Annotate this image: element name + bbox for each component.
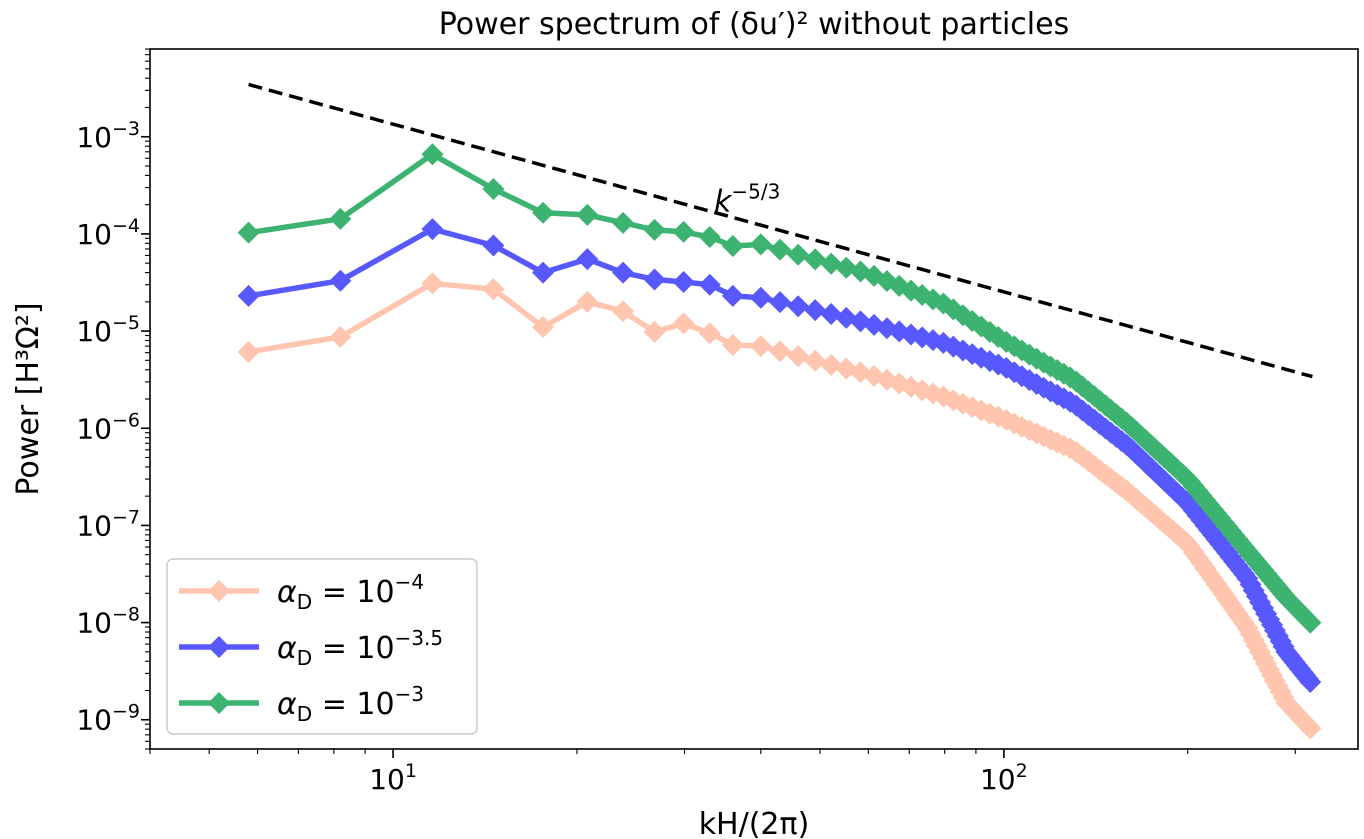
data-point: [820, 303, 843, 326]
legend-label: αD = 10−3.5: [277, 626, 443, 670]
series-2: [237, 143, 1322, 634]
legend-swatch-marker: [208, 692, 230, 714]
legend-swatch-marker: [208, 580, 230, 602]
data-point: [482, 177, 505, 200]
legend: αD = 10−4 αD = 10−3.5 αD = 10−3: [166, 558, 478, 735]
y-tick-label: 10−5: [76, 312, 140, 348]
data-point: [421, 218, 444, 241]
data-point: [576, 290, 599, 313]
data-point: [820, 252, 843, 275]
series-1: [237, 218, 1322, 693]
data-point: [329, 207, 352, 230]
data-point: [787, 295, 810, 318]
data-point: [532, 201, 555, 224]
data-point: [721, 235, 744, 258]
chart-title: Power spectrum of (δu′)² without particl…: [439, 7, 1069, 42]
data-point: [421, 272, 444, 295]
y-tick-label: 10−6: [76, 409, 140, 445]
data-point: [698, 322, 721, 345]
data-point: [768, 238, 791, 261]
data-point: [698, 225, 721, 248]
data-point: [576, 248, 599, 271]
data-point: [787, 345, 810, 368]
axis-ticks: 101 102 10−9 10−8 10−7 10−6 10−5 10−4 10−3: [76, 48, 1296, 796]
data-point: [612, 261, 635, 284]
data-point: [643, 268, 666, 291]
data-point: [672, 220, 695, 243]
series-0: [237, 272, 1322, 740]
data-point: [482, 234, 505, 257]
data-point: [672, 312, 695, 335]
data-point: [421, 143, 444, 166]
x-tick-label: 102: [980, 760, 1028, 796]
data-point: [787, 243, 810, 266]
legend-label: αD = 10−4: [277, 570, 424, 614]
data-point: [721, 333, 744, 356]
reference-slope-line: [248, 82, 1313, 379]
y-tick-label: 10−4: [76, 215, 140, 251]
legend-entry-0: [179, 580, 259, 602]
data-point: [768, 291, 791, 314]
legend-entry-2: [179, 692, 259, 714]
data-point: [532, 316, 555, 339]
legend-box: [166, 558, 478, 735]
x-tick-label: 101: [369, 760, 417, 796]
data-point: [804, 248, 827, 271]
data-point: [768, 340, 791, 363]
data-point: [749, 233, 772, 256]
legend-label: αD = 10−3: [277, 682, 424, 726]
data-point: [672, 270, 695, 293]
data-point: [643, 320, 666, 343]
data-point: [329, 269, 352, 292]
data-point: [749, 335, 772, 358]
data-point: [576, 203, 599, 226]
y-tick-label: 10−9: [76, 701, 140, 737]
y-tick-label: 10−8: [76, 604, 140, 640]
data-point: [1299, 611, 1322, 634]
data-point: [804, 349, 827, 372]
legend-entry-1: [179, 636, 259, 658]
data-point: [721, 284, 744, 307]
y-tick-label: 10−7: [76, 506, 140, 542]
data-point: [237, 221, 260, 244]
data-point: [643, 218, 666, 241]
data-point: [804, 299, 827, 322]
data-point: [237, 340, 260, 363]
legend-swatch-marker: [208, 636, 230, 658]
data-point: [237, 284, 260, 307]
x-axis-label: kH/(2π): [699, 807, 810, 839]
y-axis-label: Power [H³Ω²]: [11, 302, 46, 495]
data-point: [1299, 670, 1322, 693]
data-point: [612, 211, 635, 234]
series-line: [248, 151, 1313, 625]
data-point: [1010, 365, 1033, 388]
data-point: [1299, 717, 1322, 740]
data-point: [1010, 339, 1033, 362]
reference-line-label: k−5/3: [714, 180, 780, 220]
data-point: [698, 273, 721, 296]
data-point: [532, 261, 555, 284]
data-point: [820, 353, 843, 376]
data-point: [749, 286, 772, 309]
plot-area: k−5/3: [237, 82, 1322, 740]
data-point: [329, 325, 352, 348]
y-tick-label: 10−3: [76, 118, 140, 154]
data-point: [612, 300, 635, 323]
data-point: [482, 278, 505, 301]
